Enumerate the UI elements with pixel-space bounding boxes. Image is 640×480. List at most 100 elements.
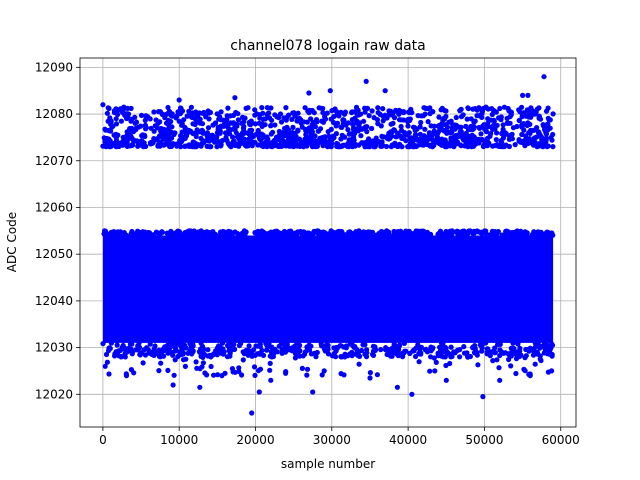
data-point (475, 362, 481, 368)
data-point (498, 143, 504, 150)
data-point (277, 230, 283, 236)
outlier-point (310, 389, 316, 395)
data-point (477, 125, 483, 131)
data-point (158, 128, 164, 134)
data-point (117, 229, 124, 235)
data-point (474, 350, 480, 356)
data-point (180, 357, 187, 363)
data-point (226, 121, 232, 127)
data-point (447, 360, 453, 367)
data-point (257, 112, 263, 118)
data-point (230, 112, 237, 118)
data-point (534, 349, 541, 356)
data-point (212, 139, 218, 145)
data-point (411, 348, 417, 354)
data-point (416, 359, 422, 365)
data-point (252, 352, 258, 358)
x-tick-label: 60000 (542, 433, 580, 447)
data-point (471, 134, 477, 140)
data-point (499, 131, 505, 137)
data-point (416, 350, 422, 357)
data-point (397, 133, 403, 139)
data-point (341, 353, 347, 359)
data-point (449, 129, 455, 135)
data-point (217, 344, 223, 350)
data-point (146, 350, 152, 356)
data-point (474, 113, 480, 119)
data-point (343, 343, 349, 349)
data-point (302, 349, 309, 355)
data-point (264, 105, 270, 111)
data-point (547, 117, 553, 123)
data-point (372, 144, 378, 150)
data-point (367, 370, 373, 376)
x-tick-label: 40000 (389, 433, 427, 447)
data-point (284, 230, 291, 236)
data-point (506, 356, 512, 363)
data-point (173, 141, 179, 147)
data-point (178, 105, 184, 111)
data-point (461, 134, 467, 140)
data-point (268, 122, 274, 128)
data-point (503, 130, 509, 137)
data-point (381, 134, 387, 140)
data-point (294, 231, 300, 237)
data-point (382, 347, 389, 353)
data-point (507, 114, 513, 120)
data-point (442, 144, 448, 150)
data-point (250, 133, 256, 140)
data-point (397, 342, 403, 348)
data-point (468, 116, 474, 122)
data-point (205, 229, 211, 235)
data-point (522, 368, 528, 374)
x-tick-label: 0 (99, 433, 107, 447)
data-point (368, 232, 374, 238)
data-point (246, 343, 252, 349)
data-point (496, 365, 502, 371)
data-point (407, 350, 413, 357)
data-point (356, 112, 362, 118)
data-point (434, 134, 441, 141)
data-point (112, 351, 118, 357)
data-point (550, 111, 556, 117)
data-point (361, 118, 367, 124)
data-point (186, 108, 192, 114)
data-point (175, 109, 181, 115)
data-point (166, 138, 172, 144)
data-point (315, 128, 321, 134)
data-point (338, 124, 344, 130)
data-point (324, 110, 330, 116)
data-point (129, 142, 135, 149)
data-point (367, 144, 373, 150)
data-point (311, 110, 317, 116)
data-point (155, 142, 161, 148)
data-point (329, 108, 335, 114)
data-point (471, 119, 477, 125)
data-point (353, 104, 360, 110)
data-point (338, 343, 344, 349)
data-point (264, 134, 270, 140)
data-point (398, 123, 404, 130)
data-point (490, 358, 496, 364)
data-point (207, 133, 213, 139)
data-point (240, 232, 246, 238)
data-point (252, 121, 258, 127)
data-point (440, 343, 446, 349)
data-point (248, 118, 254, 124)
data-point (373, 135, 379, 141)
data-point (516, 117, 522, 123)
outlier-point (382, 88, 388, 94)
outlier-point (480, 394, 486, 400)
data-point (296, 115, 302, 121)
data-point (198, 135, 204, 141)
y-axis-ticks: 12020 12030 12040 12050 12060 12070 12080 12090 (35, 60, 80, 401)
data-point (151, 128, 157, 134)
data-point (527, 130, 533, 136)
data-point (430, 132, 436, 138)
data-point (424, 349, 430, 355)
data-point (497, 105, 503, 112)
data-point (372, 344, 378, 350)
data-point (179, 121, 185, 127)
data-point (540, 144, 546, 150)
data-point (255, 368, 262, 374)
